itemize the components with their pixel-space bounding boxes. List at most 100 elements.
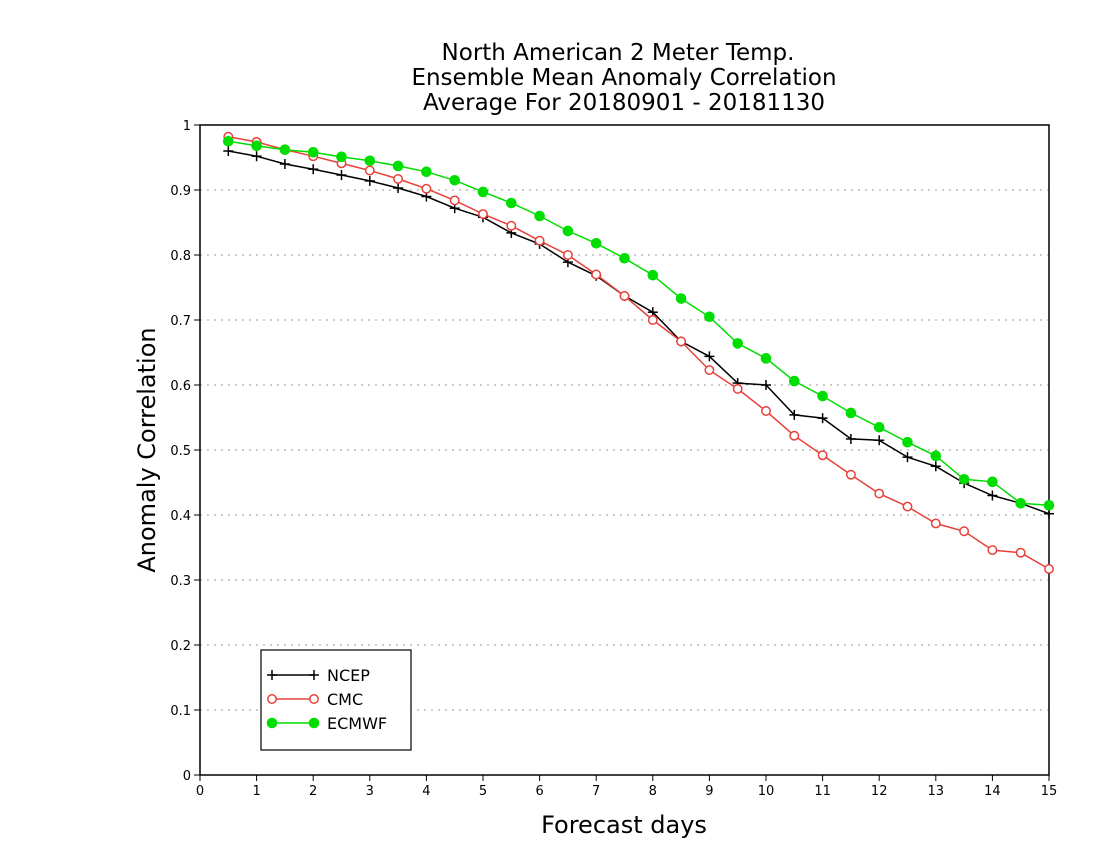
data-point-ecmwf [704,311,715,323]
data-point-cmc [845,469,856,480]
title-line-2: Ensemble Mean Anomaly Correlation [411,65,836,91]
data-point-cmc [789,430,800,441]
x-tick-label: 5 [479,784,487,799]
data-point-cmc [930,518,941,529]
x-tick-label: 13 [928,784,945,799]
legend-label-ncep: NCEP [327,666,370,685]
legend-entry-cmc: CMC [267,690,363,709]
series-lines [223,131,1055,574]
data-point-ecmwf [647,269,659,281]
data-point-ecmwf [873,421,885,433]
data-point-cmc [704,365,715,375]
chart-title: North American 2 Meter Temp. Ensemble Me… [411,40,836,116]
data-point-ecmwf [392,160,404,172]
series-line-ncep [228,150,1050,515]
data-point-ecmwf [477,186,489,198]
x-tick-label: 4 [422,784,430,799]
x-axis-label: Forecast days [541,811,707,839]
legend-marker [309,670,319,680]
data-point-cmc [393,174,404,184]
y-tick-label: 1 [183,119,191,134]
x-tick-label: 12 [871,784,888,799]
x-tick-label: 8 [649,784,657,799]
series-ncep [223,146,1054,519]
y-tick-label: 0.1 [170,704,191,719]
data-point-cmc [421,183,432,194]
data-point-ecmwf [930,450,942,462]
data-point-cmc [732,383,743,394]
data-point-ecmwf [817,390,828,402]
x-tick-label: 3 [366,784,374,799]
plot-frame [199,124,1050,776]
y-tick-label: 0.5 [170,444,191,459]
data-point-ncep [930,461,941,472]
legend-label-ecmwf: ECMWF [327,714,387,733]
x-axis-ticks: 0 1 2 3 4 5 6 7 8 9 10 11 12 13 14 15 [196,775,1057,799]
data-point-ecmwf [732,338,744,349]
y-tick-label: 0.4 [170,509,191,524]
data-point-ecmwf [307,147,319,158]
data-point-cmc [506,220,517,231]
data-point-ecmwf [1043,499,1055,511]
data-point-ncep [251,151,262,162]
x-tick-label: 15 [1041,784,1058,799]
legend-marker [267,670,277,680]
data-point-ecmwf [987,476,998,488]
x-tick-label: 1 [252,784,260,799]
data-point-cmc [874,488,885,499]
legend-entry-ncep: NCEP [267,666,370,685]
data-point-ecmwf [1015,498,1027,509]
data-point-cmc [449,195,460,206]
data-point-cmc [959,526,970,537]
data-point-ncep [874,435,885,446]
data-point-cmc [1015,547,1026,558]
y-axis-ticks: 0 0.1 0.2 0.3 0.4 0.5 0.6 0.7 0.8 0.9 1 [170,119,200,784]
data-point-cmc [562,250,573,260]
data-point-ncep [308,164,319,175]
x-tick-label: 11 [814,784,831,799]
data-point-ecmwf [279,144,291,155]
series-cmc [223,131,1054,574]
data-point-ncep [279,159,290,169]
data-point-ecmwf [506,197,517,209]
data-point-ecmwf [223,135,234,147]
x-tick-label: 2 [309,784,317,799]
data-point-ncep [223,146,234,156]
data-point-ecmwf [562,225,574,237]
y-tick-label: 0.6 [170,379,191,394]
data-point-cmc [478,209,488,220]
title-line-1: North American 2 Meter Temp. [442,40,795,66]
data-point-ncep [761,380,771,390]
data-point-cmc [619,291,630,301]
data-point-ecmwf [902,436,913,448]
legend-box [260,649,412,751]
legend-label-cmc: CMC [327,690,363,709]
data-point-cmc [761,406,771,416]
data-point-ncep [845,433,856,444]
legend-marker [267,694,277,704]
data-point-cmc [364,165,375,176]
data-point-ecmwf [789,375,800,387]
data-point-ecmwf [336,151,347,163]
y-axis-label: Anomaly Correlation [133,327,161,572]
x-tick-label: 7 [592,784,600,799]
y-tick-label: 0.7 [170,314,191,329]
data-point-ecmwf [364,155,376,167]
legend-entry-ecmwf: ECMWF [266,714,387,733]
x-tick-label: 6 [535,784,543,799]
y-tick-label: 0.9 [170,184,191,199]
series-line-cmc [228,135,1050,570]
y-tick-label: 0 [183,769,191,784]
data-point-ecmwf [760,353,772,364]
data-point-cmc [902,501,913,512]
data-point-cmc [987,545,998,556]
data-point-ecmwf [958,473,970,485]
legend-marker [266,717,278,729]
legend-marker [309,694,319,704]
data-point-cmc [1044,564,1054,574]
grid-lines [200,189,1049,711]
data-point-ecmwf [449,174,461,186]
title-line-3: Average For 20180901 - 20181130 [423,90,825,116]
data-point-cmc [534,235,545,246]
x-tick-label: 10 [758,784,775,799]
